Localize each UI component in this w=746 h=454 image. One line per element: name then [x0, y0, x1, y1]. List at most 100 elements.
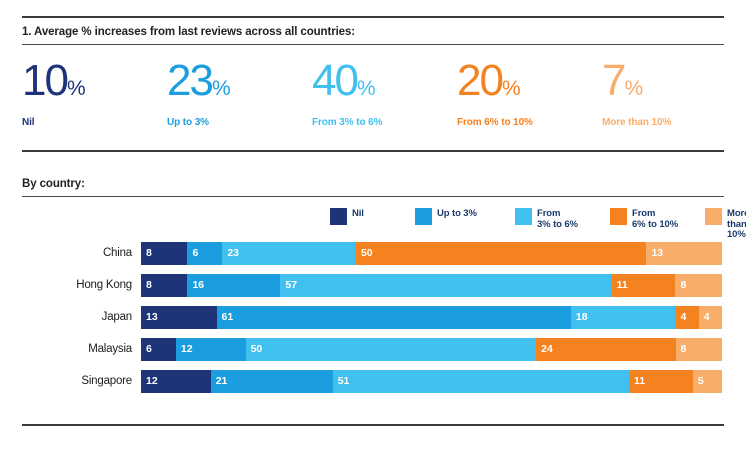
section2-title: By country: [22, 178, 85, 190]
stat-up-to-3: 23% Up to 3% [167, 56, 231, 129]
bar-segment-up-to-3[interactable]: 61 [216, 306, 571, 329]
bar-segment-value: 5 [697, 375, 704, 387]
bar-segment-value: 16 [192, 279, 205, 291]
bar-segment-more-than-10[interactable]: 8 [675, 338, 722, 361]
bar-segment-more-than-10[interactable]: 5 [692, 370, 722, 393]
by-country-bar-chart: China 8 6 23 50 13 Hong Kong 8 16 57 11 8 Japan 13 61 1… [0, 242, 746, 404]
divider-above-section2 [22, 150, 724, 152]
bar-segment-from-6-to-10[interactable]: 11 [611, 274, 676, 297]
bar-segment-nil[interactable]: 8 [141, 274, 188, 297]
bar-segment-value: 4 [680, 311, 687, 323]
bar-segment-nil[interactable]: 12 [141, 370, 211, 393]
legend-item-up-to-3[interactable]: Up to 3% [415, 208, 477, 225]
stacked-bar-malaysia: 6 12 50 24 8 [141, 338, 722, 361]
bar-segment-value: 24 [541, 343, 553, 355]
legend-label: Nil [352, 208, 364, 219]
percent-sign: % [211, 77, 231, 100]
bar-segment-from-3-to-6[interactable]: 50 [245, 338, 537, 361]
bar-segment-value: 18 [575, 311, 588, 323]
bar-segment-more-than-10[interactable]: 13 [646, 242, 722, 265]
stat-from-6-to-10-value: 20% [457, 56, 521, 105]
bar-segment-up-to-3[interactable]: 6 [187, 242, 223, 265]
divider-top [22, 16, 724, 18]
legend-swatch-icon [415, 208, 432, 225]
divider-bottom [22, 424, 724, 426]
bar-segment-value: 8 [680, 343, 687, 355]
bar-segment-value: 23 [227, 247, 240, 259]
bar-segment-value: 6 [192, 247, 199, 259]
row-label-singapore: Singapore [81, 375, 132, 387]
stacked-bar-china: 8 6 23 50 13 [141, 242, 722, 265]
chart-row: Japan 13 61 18 4 4 [0, 306, 746, 329]
chart-row: Hong Kong 8 16 57 11 8 [0, 274, 746, 297]
bar-segment-from-3-to-6[interactable]: 23 [222, 242, 356, 265]
bar-segment-up-to-3[interactable]: 12 [175, 338, 246, 361]
stat-up-to-3-caption: Up to 3% [167, 117, 209, 128]
stat-more-than-10-caption: More than 10% [602, 117, 672, 128]
bar-segment-value: 8 [146, 279, 152, 291]
legend-swatch-icon [515, 208, 532, 225]
bar-segment-from-3-to-6[interactable]: 18 [570, 306, 676, 329]
chart-row: Malaysia 6 12 50 24 8 [0, 338, 746, 361]
legend-label: Up to 3% [437, 208, 477, 219]
legend-item-from-6-to-10[interactable]: From 6% to 10% [610, 208, 678, 230]
bar-segment-value: 50 [360, 247, 373, 259]
bar-segment-value: 6 [146, 343, 152, 355]
bar-segment-value: 51 [337, 375, 350, 387]
legend-swatch-icon [330, 208, 347, 225]
bar-segment-from-6-to-10[interactable]: 11 [629, 370, 693, 393]
stacked-bar-singapore: 12 21 51 11 5 [141, 370, 722, 393]
bar-segment-value: 8 [146, 247, 152, 259]
row-label-hong-kong: Hong Kong [76, 279, 132, 291]
bar-segment-nil[interactable]: 8 [141, 242, 188, 265]
stat-nil-caption: Nil [22, 117, 35, 128]
stat-nil-value: 10% [22, 56, 86, 105]
chart-row: Singapore 12 21 51 11 5 [0, 370, 746, 393]
bar-segment-nil[interactable]: 13 [141, 306, 217, 329]
legend-label: From 6% to 10% [632, 208, 679, 230]
percent-sign: % [356, 77, 376, 100]
bar-segment-value: 8 [680, 279, 687, 291]
row-label-malaysia: Malaysia [88, 343, 132, 355]
bar-segment-nil[interactable]: 6 [141, 338, 176, 361]
stat-nil: 10% Nil [22, 56, 86, 129]
legend-item-more-than-10[interactable]: More than 10% [705, 208, 746, 241]
bar-segment-value: 11 [616, 279, 628, 291]
legend-swatch-icon [610, 208, 627, 225]
bar-segment-from-6-to-10[interactable]: 24 [536, 338, 676, 361]
legend-item-nil[interactable]: Nil [330, 208, 364, 225]
bar-segment-up-to-3[interactable]: 21 [210, 370, 333, 393]
bar-segment-from-6-to-10[interactable]: 50 [355, 242, 647, 265]
bar-segment-more-than-10[interactable]: 4 [698, 306, 722, 329]
stat-from-3-to-6: 40% From 3% to 6% [312, 56, 382, 129]
bar-segment-value: 57 [285, 279, 298, 291]
divider-under-section1-title [22, 44, 724, 45]
section1-title: 1. Average % increases from last reviews… [22, 26, 356, 38]
bar-segment-value: 12 [146, 375, 158, 387]
bar-segment-from-6-to-10[interactable]: 4 [675, 306, 699, 329]
row-label-japan: Japan [101, 311, 133, 323]
legend-item-from-3-to-6[interactable]: From 3% to 6% [515, 208, 578, 230]
stacked-bar-japan: 13 61 18 4 4 [141, 306, 722, 329]
percent-sign: % [624, 77, 643, 100]
row-label-china: China [102, 247, 132, 259]
bar-segment-up-to-3[interactable]: 16 [187, 274, 281, 297]
percent-sign: % [66, 77, 86, 100]
bar-segment-value: 12 [180, 343, 193, 355]
legend-label: From 3% to 6% [537, 208, 578, 230]
stat-from-6-to-10: 20% From 6% to 10% [457, 56, 533, 129]
bar-segment-value: 21 [215, 375, 228, 387]
stat-more-than-10-value: 7% [602, 56, 643, 105]
stat-from-3-to-6-value: 40% [312, 56, 376, 105]
average-increase-stats: 10% Nil 23% Up to 3% 40% From 3% to 6% 2… [22, 58, 724, 138]
legend-label: More than 10% [727, 208, 746, 240]
percent-sign: % [501, 77, 521, 100]
bar-segment-from-3-to-6[interactable]: 51 [332, 370, 630, 393]
bar-segment-value: 61 [221, 311, 234, 323]
chart-legend: Nil Up to 3% From 3% to 6% From 6% to 10% Mo… [330, 208, 746, 240]
bar-segment-from-3-to-6[interactable]: 57 [280, 274, 612, 297]
legend-swatch-icon [705, 208, 722, 225]
bar-segment-more-than-10[interactable]: 8 [675, 274, 722, 297]
stat-up-to-3-value: 23% [167, 56, 231, 105]
